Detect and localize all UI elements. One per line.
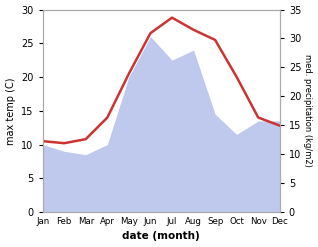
X-axis label: date (month): date (month): [122, 231, 200, 242]
Y-axis label: max temp (C): max temp (C): [5, 77, 16, 144]
Y-axis label: med. precipitation (kg/m2): med. precipitation (kg/m2): [303, 54, 313, 167]
